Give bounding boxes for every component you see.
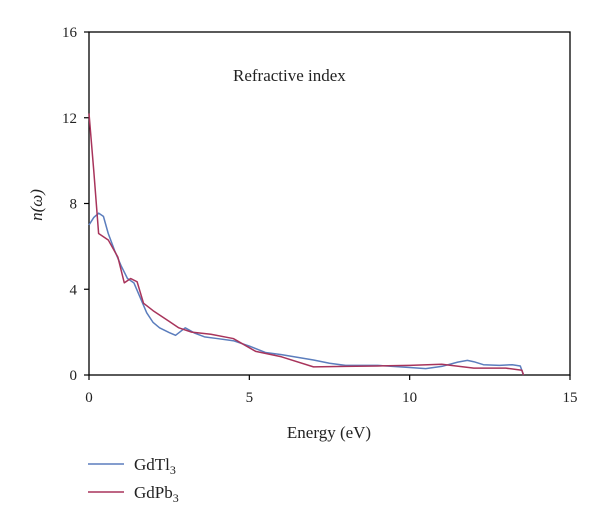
y-axis-ticks: 0 4 8 12 16 (62, 25, 89, 384)
y-axis-title-close: ) (27, 189, 46, 196)
y-axis-title-main: n( (27, 205, 46, 221)
legend-label-gdtl3: GdTl3 (134, 455, 176, 477)
x-tick-label: 0 (85, 390, 93, 406)
legend-item-gdtl3: GdTl3 (88, 455, 176, 477)
x-axis-ticks: 0 5 10 15 (85, 375, 578, 406)
series-lines (88, 113, 525, 376)
chart-title: Refractive index (233, 66, 346, 85)
y-tick-label: 4 (70, 282, 78, 298)
legend: GdTl3 GdPb3 (88, 455, 179, 505)
y-tick-label: 8 (70, 197, 78, 213)
y-axis-title-symbol: ω (27, 195, 46, 207)
series-line-gdtl3 (88, 212, 525, 376)
y-tick-label: 12 (62, 111, 77, 127)
x-tick-label: 15 (563, 390, 578, 406)
y-tick-label: 16 (62, 25, 78, 41)
x-tick-label: 5 (246, 390, 254, 406)
series-line-gdpb3 (88, 113, 525, 376)
legend-item-gdpb3: GdPb3 (88, 483, 179, 505)
y-tick-label: 0 (70, 368, 78, 384)
y-axis-title: n(ω) (27, 189, 46, 221)
legend-label-gdpb3: GdPb3 (134, 483, 179, 505)
x-tick-label: 10 (402, 390, 417, 406)
x-axis-title: Energy (eV) (287, 423, 371, 442)
